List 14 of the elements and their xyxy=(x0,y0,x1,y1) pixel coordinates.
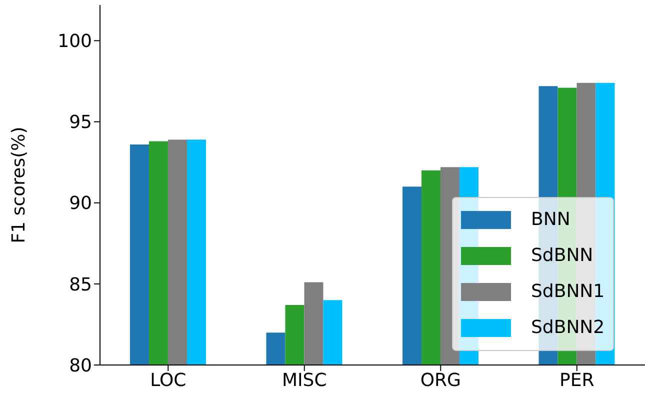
x-tick-label: PER xyxy=(560,370,594,391)
y-tick-label: 80 xyxy=(69,355,92,376)
legend-label: BNN xyxy=(531,208,570,232)
x-tick-label: ORG xyxy=(420,370,461,391)
y-tick-label: 100 xyxy=(58,31,92,52)
x-tick-label: LOC xyxy=(150,370,186,391)
legend-label: SdBNN xyxy=(531,244,594,268)
y-tick-label: 85 xyxy=(69,274,92,296)
y-tick-label: 95 xyxy=(69,112,92,134)
legend-label: SdBNN2 xyxy=(531,316,605,340)
legend-label: SdBNN1 xyxy=(531,280,605,304)
y-tick-label: 90 xyxy=(69,193,92,214)
y-axis-title: F1 scores(%) xyxy=(8,126,30,244)
x-tick-label: MISC xyxy=(282,370,327,391)
